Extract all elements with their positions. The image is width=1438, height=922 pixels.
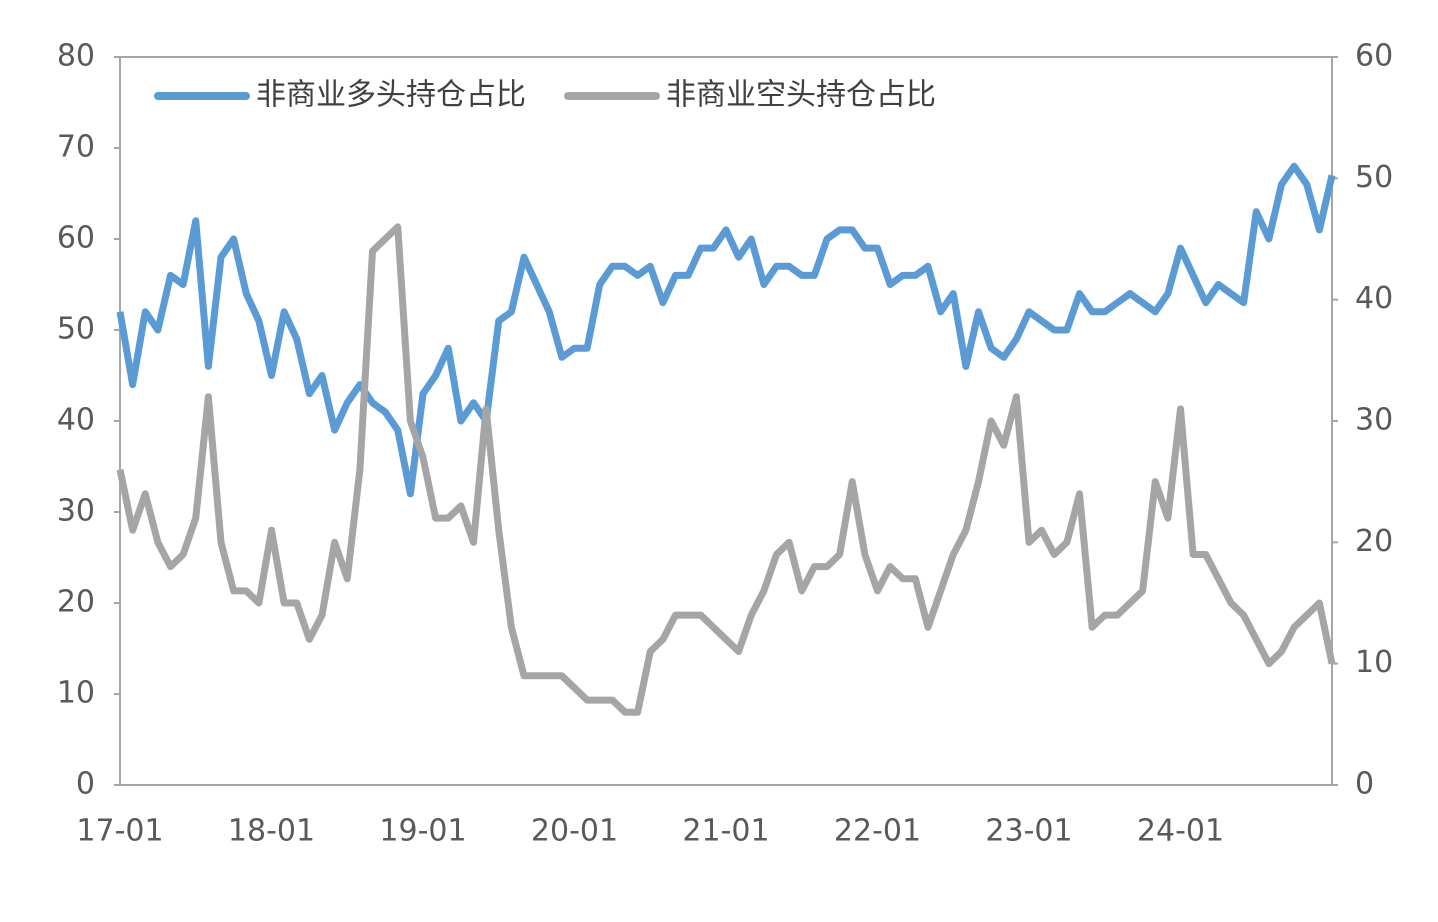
y2-tick-label: 40: [1355, 281, 1393, 316]
series-line: [116, 223, 1336, 716]
y-tick-label: 30: [57, 494, 95, 529]
y2-tick-label: 10: [1355, 645, 1393, 680]
y-tick-label: 10: [57, 676, 95, 711]
x-tick-label: 22-01: [834, 814, 921, 849]
y-tick-label: 40: [57, 403, 95, 438]
x-tick-label: 23-01: [985, 814, 1072, 849]
x-tick-label: 17-01: [76, 814, 163, 849]
legend-label: 非商业多头持仓占比: [256, 78, 526, 113]
y-tick-label: 20: [57, 585, 95, 620]
x-tick-label: 19-01: [379, 814, 466, 849]
y-tick-label: 60: [57, 221, 95, 256]
x-tick-label: 24-01: [1137, 814, 1224, 849]
y2-tick-label: 0: [1355, 767, 1374, 802]
y-tick-label: 70: [57, 130, 95, 165]
x-tick-label: 20-01: [531, 814, 618, 849]
y2-tick-label: 50: [1355, 160, 1393, 195]
y2-tick-label: 20: [1355, 524, 1393, 559]
x-tick-label: 21-01: [682, 814, 769, 849]
x-tick-label: 18-01: [228, 814, 315, 849]
y2-tick-label: 60: [1355, 39, 1393, 74]
y2-tick-label: 30: [1355, 403, 1393, 438]
plot-frame: [119, 56, 1333, 786]
y-tick-label: 50: [57, 312, 95, 347]
series-line: [116, 162, 1336, 498]
y-tick-label: 0: [76, 767, 95, 802]
legend-label: 非商业空头持仓占比: [666, 78, 936, 113]
y-tick-label: 80: [57, 39, 95, 74]
